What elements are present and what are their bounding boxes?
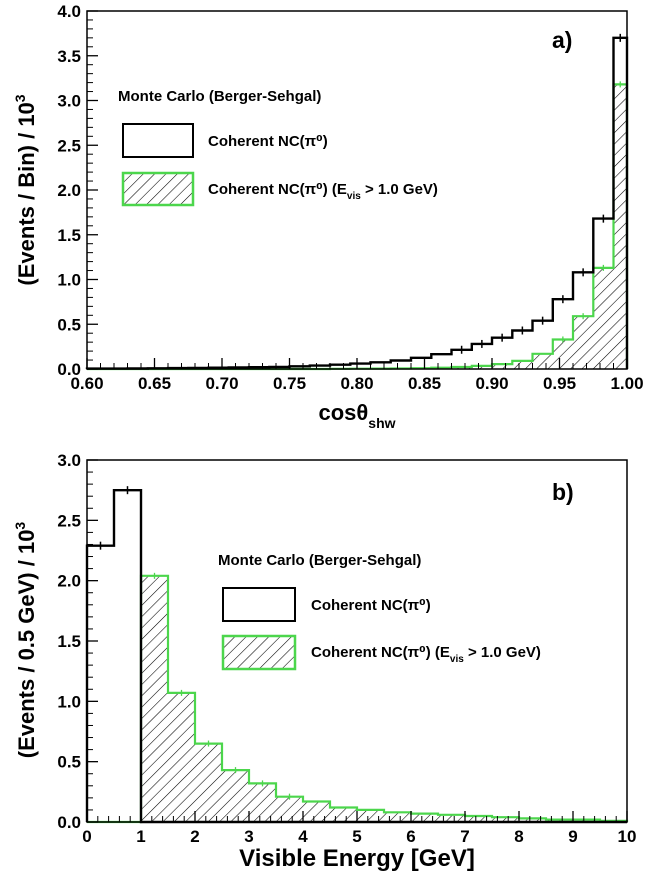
- legend-label-coherent-evis-a: Coherent NC(π⁰) (Evis > 1.0 GeV): [208, 181, 438, 202]
- legend-title-b: Monte Carlo (Berger-Sehgal): [218, 552, 421, 569]
- x-tick-labels-b: 0 1 2 3 4 5 6 7 8 9 10: [82, 827, 636, 846]
- x-tick-label: 10: [618, 827, 637, 846]
- y-tick-label: 0.0: [57, 813, 81, 832]
- panel-b: 0 1 2 3 4 5 6 7 8 9 10 0.0 0.5 1.0 1.5 2.0 2.5 3.0 b) Mo…: [12, 451, 636, 872]
- y-tick-label: 2.5: [57, 136, 81, 155]
- x-tick-label: 0: [82, 827, 91, 846]
- hatched-histogram-a: [87, 84, 627, 370]
- y-tick-label: 1.5: [57, 632, 81, 651]
- y-tick-label: 0.5: [57, 315, 81, 334]
- x-tick-label: 9: [568, 827, 577, 846]
- y-tick-label: 3.0: [57, 451, 81, 470]
- x-tick-label: 1: [136, 827, 145, 846]
- y-tick-label: 3.5: [57, 47, 81, 66]
- y-tick-label: 3.0: [57, 92, 81, 111]
- hatched-area: [87, 84, 627, 370]
- y-tick-label: 0.0: [57, 360, 81, 379]
- x-tick-label: 7: [460, 827, 469, 846]
- legend-swatch-black-a: [122, 123, 194, 158]
- x-tick-label: 4: [298, 827, 308, 846]
- plot-frame-a: [86, 10, 628, 370]
- y-tick-label: 0.5: [57, 753, 81, 772]
- panel-a: 0.60 0.65 0.70 0.75 0.80 0.85 0.90 0.95 1.00 0.0…: [12, 2, 644, 431]
- legend-label-coherent-b: Coherent NC(π⁰): [311, 597, 431, 614]
- x-axis-title-b: Visible Energy [GeV]: [239, 845, 475, 872]
- y-tick-labels-a: 0.0 0.5 1.0 1.5 2.0 2.5 3.0 3.5 4.0: [57, 2, 81, 379]
- plot-frame-b: [86, 459, 628, 823]
- x-tick-label: 0.95: [543, 374, 576, 393]
- x-tick-label: 1.00: [610, 374, 643, 393]
- panel-label-a: a): [552, 27, 572, 53]
- legend-label-coherent-evis-b: Coherent NC(π⁰) (Evis > 1.0 GeV): [311, 644, 541, 665]
- y-tick-labels-b: 0.0 0.5 1.0 1.5 2.0 2.5 3.0: [57, 451, 81, 832]
- y-tick-label: 2.5: [57, 511, 81, 530]
- x-tick-label: 5: [352, 827, 361, 846]
- x-tick-labels-a: 0.60 0.65 0.70 0.75 0.80 0.85 0.90 0.95 1.00: [70, 374, 643, 393]
- y-tick-label: 1.0: [57, 271, 81, 290]
- green-step-line: [87, 574, 629, 824]
- y-tick-label: 2.0: [57, 572, 81, 591]
- legend-swatch-black-b: [222, 587, 296, 622]
- x-tick-label: 8: [514, 827, 523, 846]
- axis-ticks-a: [86, 10, 628, 370]
- x-tick-label: 0.80: [340, 374, 373, 393]
- x-tick-label: 0.75: [273, 374, 306, 393]
- legend-b: Monte Carlo (Berger-Sehgal) Coherent NC(…: [218, 552, 541, 671]
- legend-label-coherent-a: Coherent NC(π⁰): [208, 133, 328, 150]
- x-tick-label: 6: [406, 827, 415, 846]
- y-tick-label: 1.0: [57, 692, 81, 711]
- legend-swatch-hatched-a: [121, 171, 195, 207]
- legend-swatch-hatched-b: [221, 634, 297, 671]
- y-tick-label: 2.0: [57, 181, 81, 200]
- y-tick-label: 1.5: [57, 226, 81, 245]
- green-histogram-outline-b: [87, 572, 629, 824]
- panel-label-b: b): [552, 479, 574, 505]
- x-tick-label: 0.90: [475, 374, 508, 393]
- x-tick-label: 2: [190, 827, 199, 846]
- x-tick-label: 0.60: [70, 374, 103, 393]
- x-tick-label: 0.85: [408, 374, 441, 393]
- x-tick-label: 0.70: [205, 374, 238, 393]
- x-tick-label: 0.65: [138, 374, 171, 393]
- legend-a: Monte Carlo (Berger-Sehgal) Coherent NC(…: [118, 88, 438, 207]
- y-axis-title-a: (Events / Bin) / 103: [12, 94, 39, 285]
- legend-title-a: Monte Carlo (Berger-Sehgal): [118, 88, 321, 105]
- green-step-line: [87, 83, 629, 371]
- x-axis-title-a: cosθshw: [318, 400, 395, 431]
- x-tick-label: 3: [244, 827, 253, 846]
- y-tick-label: 4.0: [57, 2, 81, 21]
- y-axis-title-b: (Events / 0.5 GeV) / 103: [12, 522, 39, 759]
